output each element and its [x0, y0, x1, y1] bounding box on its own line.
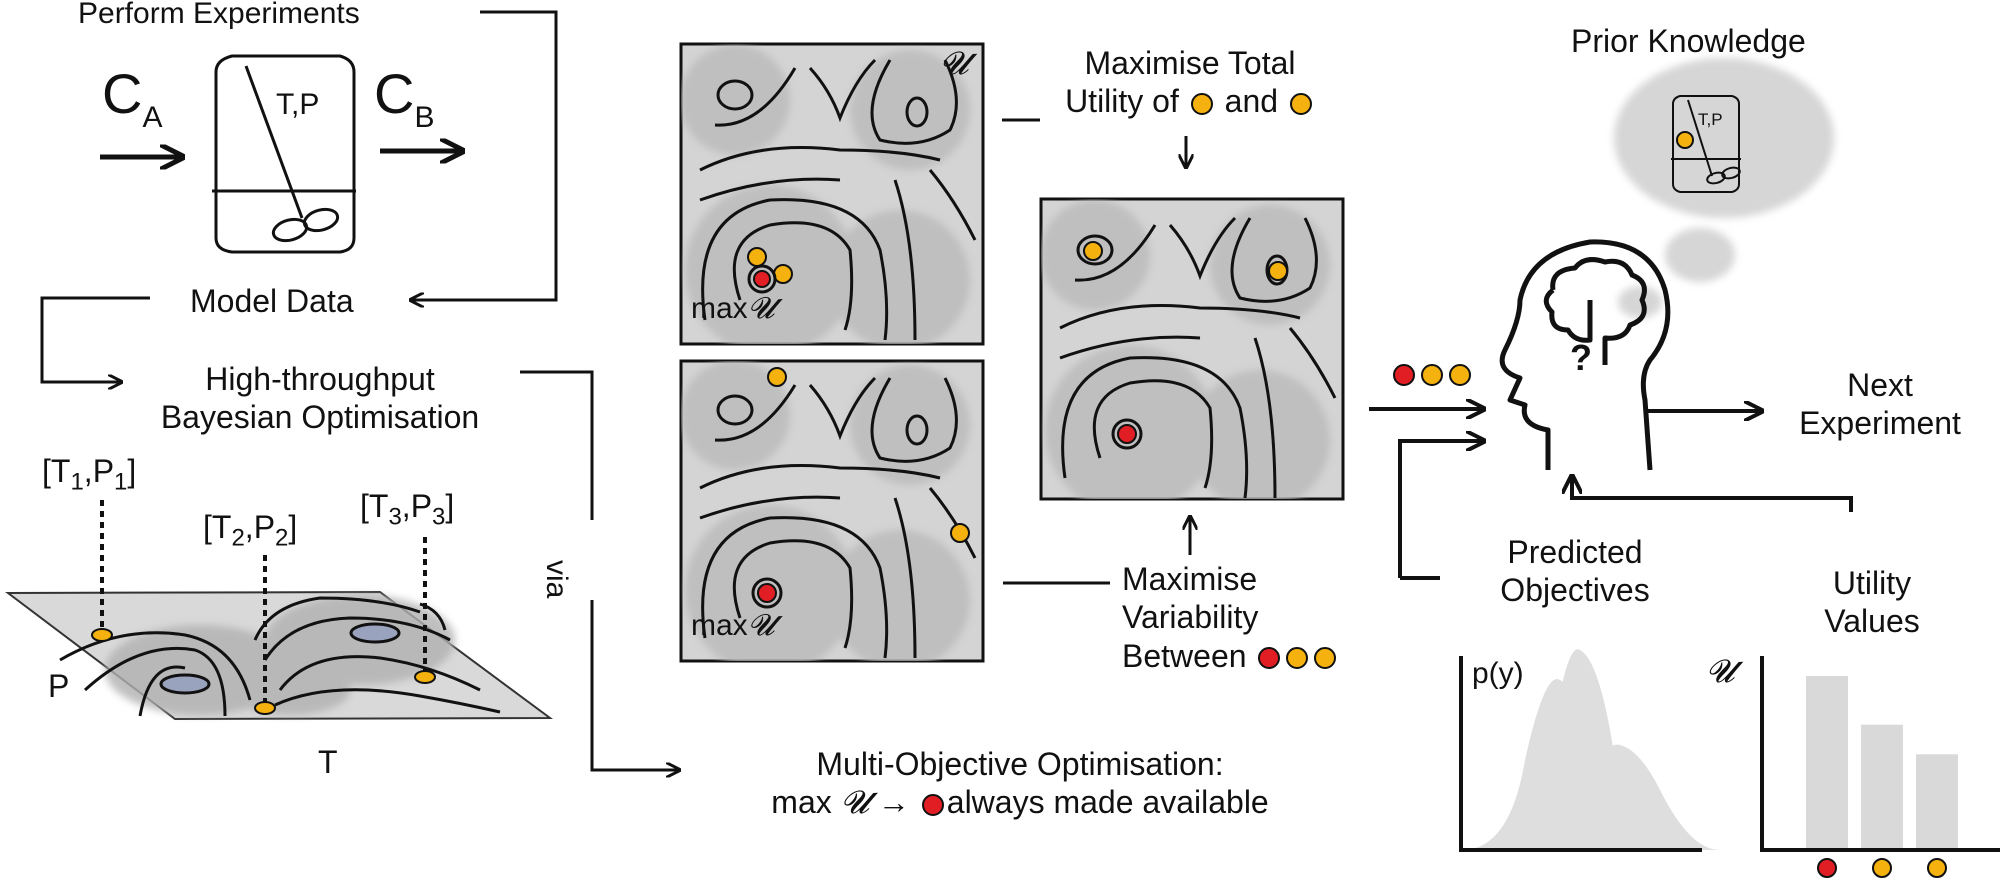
orange-dot-icon: [1286, 647, 1309, 670]
orange-dot-icon: [1289, 92, 1312, 115]
input-species-label: CA: [102, 62, 163, 134]
maximise-variability-label: Maximise Variability Between: [1122, 560, 1339, 675]
red-dot-icon: [921, 793, 944, 816]
tp1-label: [T1,P1]: [42, 453, 137, 496]
hto-label: High-throughput Bayesian Optimisation: [130, 360, 510, 437]
model-data-label: Model Data: [190, 283, 354, 319]
predicted-line2: Objectives: [1500, 572, 1650, 609]
utility-bars: [1806, 676, 1958, 850]
orange-dot-icon: [1449, 364, 1471, 386]
head-icon: [1499, 239, 1671, 471]
axis-p-label: P: [48, 668, 70, 704]
hto-line2: Bayesian Optimisation: [160, 399, 480, 436]
category-dot-3: [1927, 858, 1947, 878]
red-dot-icon: [1258, 647, 1281, 670]
question-mark-icon: ?: [1570, 337, 1592, 378]
red-dot-icon: [1393, 364, 1415, 386]
predicted-line1: Predicted: [1507, 534, 1643, 570]
panel-connectors: [1002, 118, 1190, 585]
maximise-total-line2: Utility of and: [1030, 82, 1350, 120]
utility-bar-3: [1916, 754, 1958, 850]
utility-bar-2: [1861, 724, 1903, 850]
contour-panel-combined: [1039, 197, 1345, 501]
moo-line2: max 𝓤 → always made available: [771, 783, 1269, 822]
right-flow-arrows: [1369, 409, 1853, 580]
maximise-var-line3: Between: [1122, 637, 1339, 675]
orange-dot-icon: [1190, 92, 1213, 115]
thought-reactor: [1671, 95, 1741, 193]
response-surface: [5, 500, 554, 721]
contour-panel-total-utility: [679, 42, 985, 346]
reactor-tp-label: T,P: [276, 88, 320, 121]
reactor-vessel: [212, 54, 356, 254]
tp2-label: [T2,P2]: [203, 509, 298, 552]
orange-dot-icon: [1314, 647, 1337, 670]
utility-category-dots: [1817, 858, 1947, 878]
utility-values-line2: Values: [1824, 603, 1920, 640]
thought-bubble: [1614, 58, 1834, 318]
utility-axes: [1760, 656, 2000, 852]
maximise-var-line1: Maximise: [1122, 561, 1258, 597]
max-u-label-top: max𝓤: [691, 291, 775, 326]
thought-reactor-label: T,P: [1698, 110, 1723, 129]
output-species-label: CB: [374, 62, 435, 134]
py-axis-label: p(y): [1472, 657, 1524, 690]
orange-dot-icon: [1421, 364, 1443, 386]
utility-values-label: Utility Values: [1752, 564, 1992, 641]
moo-label: Multi-Objective Optimisation: max 𝓤 → al…: [700, 745, 1340, 822]
next-experiment-label: Next Experiment: [1760, 366, 2000, 443]
axis-t-label: T: [318, 744, 338, 780]
prior-knowledge-label: Prior Knowledge: [1571, 23, 1806, 59]
predicted-objectives-plot: [1459, 649, 1720, 852]
reactor-arrows: [100, 151, 460, 157]
contour-panel-variability: [679, 359, 985, 663]
category-dot-1: [1817, 858, 1837, 878]
category-dot-2: [1872, 858, 1892, 878]
max-u-label-bottom: max𝓤: [691, 608, 775, 643]
utility-values-chart: [1760, 656, 2000, 878]
via-label: via: [540, 560, 573, 599]
predicted-objectives-label: Predicted Objectives: [1455, 533, 1695, 610]
output-species-subscript: B: [414, 101, 435, 134]
next-line2: Experiment: [1799, 405, 1961, 442]
input-species-subscript: A: [142, 101, 163, 134]
utility-symbol-panel: 𝓤: [940, 44, 969, 82]
next-line1: Next: [1847, 367, 1913, 403]
tp3-label: [T3,P3]: [360, 488, 455, 531]
hto-line1: High-throughput: [205, 361, 435, 397]
utility-values-line1: Utility: [1832, 565, 1912, 601]
loop-connectors: [40, 10, 678, 770]
maximise-var-line2: Variability: [1122, 599, 1259, 636]
perform-experiments-label: Perform Experiments: [78, 0, 360, 30]
utility-axis-label: 𝓤: [1706, 652, 1735, 690]
maximise-total-line1: Maximise Total: [1084, 45, 1296, 81]
moo-line1: Multi-Objective Optimisation:: [816, 746, 1224, 782]
utility-bar-1: [1806, 676, 1848, 850]
candidate-dots: [1390, 364, 1474, 386]
maximise-total-label: Maximise Total Utility of and: [1030, 44, 1350, 121]
